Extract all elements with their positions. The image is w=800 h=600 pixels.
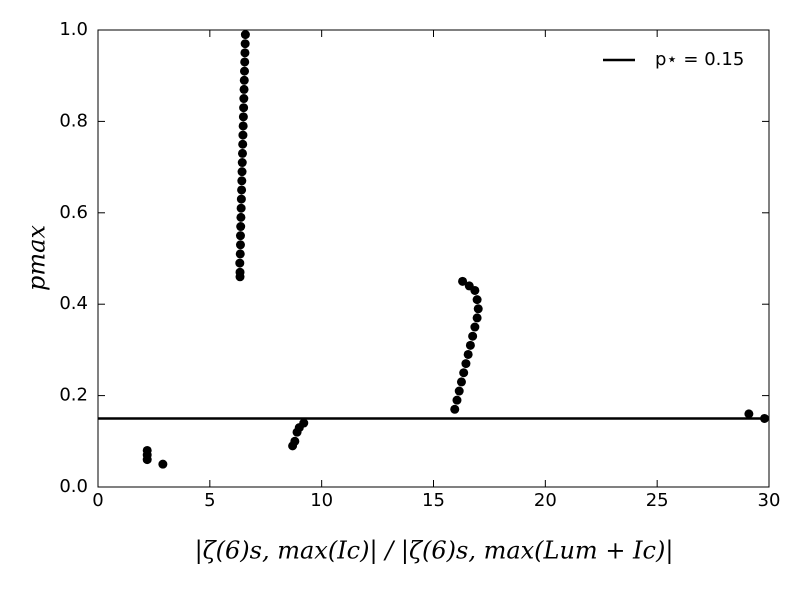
x-tick-label: 30 bbox=[758, 490, 781, 511]
point bbox=[473, 304, 483, 314]
point bbox=[236, 222, 246, 232]
y-tick-label: 1.0 bbox=[59, 19, 88, 40]
point bbox=[235, 249, 245, 259]
point bbox=[459, 368, 469, 378]
legend-label: p⋆ = 0.15 bbox=[655, 49, 744, 70]
point bbox=[236, 194, 246, 204]
y-tick-label: 0.4 bbox=[59, 293, 88, 314]
y-tick-label: 0.2 bbox=[59, 385, 88, 406]
point bbox=[236, 212, 246, 222]
point bbox=[238, 130, 248, 140]
point bbox=[238, 139, 248, 149]
point bbox=[240, 48, 250, 58]
point bbox=[237, 148, 247, 158]
point bbox=[235, 267, 245, 277]
point bbox=[142, 445, 152, 455]
point bbox=[744, 409, 754, 419]
point bbox=[472, 295, 482, 305]
x-tick-label: 20 bbox=[534, 490, 557, 511]
point bbox=[240, 66, 250, 76]
point bbox=[458, 276, 468, 286]
x-tick-label: 25 bbox=[646, 490, 669, 511]
point bbox=[238, 121, 248, 131]
point bbox=[237, 158, 247, 168]
point bbox=[240, 30, 250, 40]
point bbox=[158, 459, 168, 469]
point bbox=[465, 340, 475, 350]
point bbox=[239, 84, 249, 94]
point bbox=[235, 240, 245, 250]
y-axis-label: pmax bbox=[23, 225, 51, 291]
point bbox=[464, 281, 474, 291]
point bbox=[239, 75, 249, 85]
point bbox=[235, 258, 245, 268]
point bbox=[456, 377, 466, 387]
y-tick-label: 0.6 bbox=[59, 202, 88, 223]
point bbox=[237, 176, 247, 186]
x-tick-label: 5 bbox=[204, 490, 215, 511]
point bbox=[239, 103, 249, 113]
point bbox=[450, 404, 460, 414]
plot-frame bbox=[97, 29, 770, 488]
point bbox=[238, 112, 248, 122]
point bbox=[237, 167, 247, 177]
y-tick-label: 0.0 bbox=[59, 476, 88, 497]
point bbox=[452, 395, 462, 405]
point bbox=[239, 94, 249, 104]
point bbox=[235, 231, 245, 241]
x-tick-label: 10 bbox=[310, 490, 333, 511]
x-tick-label: 0 bbox=[92, 490, 103, 511]
x-axis-label: |ζ(6)s, max(Ic)| / |ζ(6)s, max(Lum + Ic)… bbox=[195, 537, 674, 566]
point bbox=[299, 418, 309, 428]
point bbox=[454, 386, 464, 396]
y-tick-label: 0.8 bbox=[59, 110, 88, 131]
point bbox=[236, 203, 246, 213]
point bbox=[461, 359, 471, 369]
point bbox=[472, 313, 482, 323]
point bbox=[237, 185, 247, 195]
x-tick-label: 15 bbox=[422, 490, 445, 511]
point bbox=[240, 39, 250, 49]
point bbox=[468, 331, 478, 341]
point bbox=[463, 349, 473, 359]
point bbox=[470, 322, 480, 332]
point bbox=[240, 57, 250, 67]
point bbox=[290, 436, 300, 446]
